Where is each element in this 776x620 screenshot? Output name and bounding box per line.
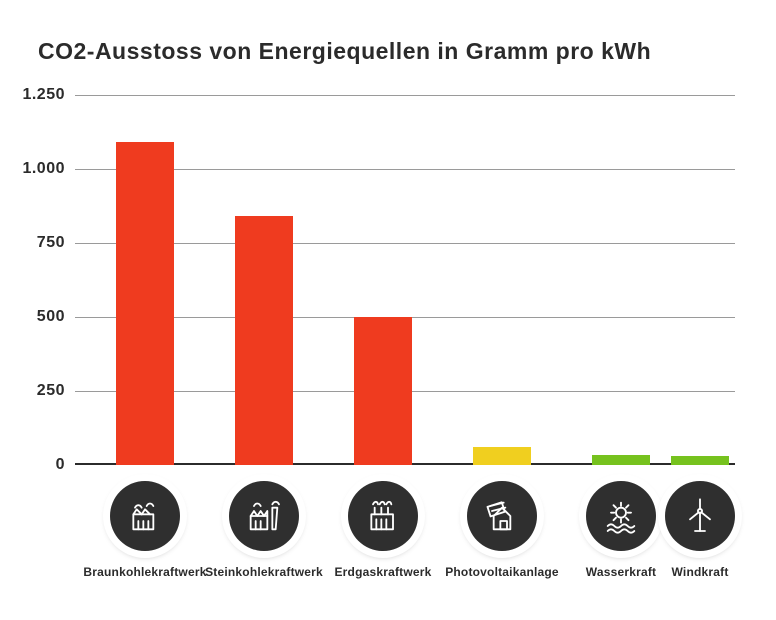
ytick-label: 1.250 (22, 86, 75, 104)
ytick-label: 500 (37, 308, 75, 326)
coal-icon (225, 477, 303, 555)
ytick-label: 0 (56, 456, 75, 474)
pv-icon (463, 477, 541, 555)
category-label: Steinkohlekraftwerk (205, 565, 323, 579)
hydro-icon (582, 477, 660, 555)
category-label: Wasserkraft (586, 565, 656, 579)
chart-plot-area: 02505007501.0001.250 (75, 95, 735, 465)
bar (235, 216, 293, 465)
wind-icon (661, 477, 739, 555)
bar (116, 142, 174, 465)
gridline (75, 169, 735, 170)
ytick-label: 1.000 (22, 160, 75, 178)
bar (671, 456, 729, 465)
lignite-icon (106, 477, 184, 555)
bar (354, 317, 412, 465)
gridline (75, 95, 735, 96)
ytick-label: 750 (37, 234, 75, 252)
category-label: Photovoltaikanlage (445, 565, 559, 579)
chart-title: CO2-Ausstoss von Energiequellen in Gramm… (38, 38, 651, 65)
category-label: Windkraft (671, 565, 728, 579)
bar (473, 447, 531, 465)
category-label: Erdgaskraftwerk (334, 565, 431, 579)
gas-icon (344, 477, 422, 555)
bar (592, 455, 650, 465)
gridline (75, 243, 735, 244)
category-label: Braunkohlekraftwerk (83, 565, 206, 579)
ytick-label: 250 (37, 382, 75, 400)
